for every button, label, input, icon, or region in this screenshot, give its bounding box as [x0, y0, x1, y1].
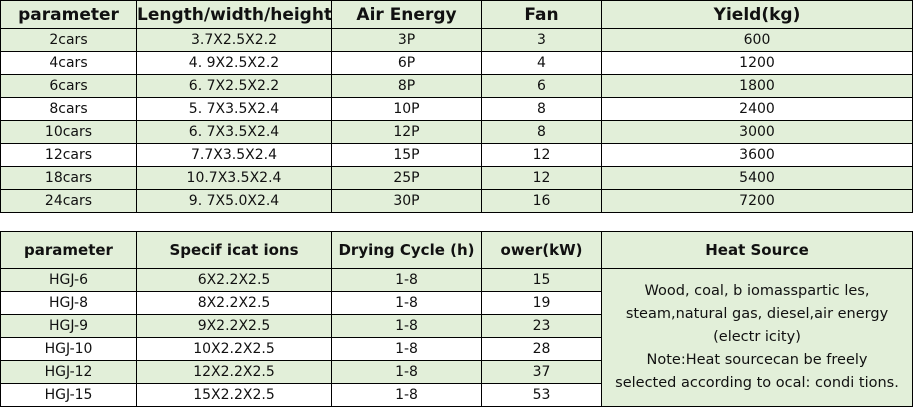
table-header-row: parameter Specif icat ions Drying Cycle … — [0, 231, 913, 269]
table-row: HGJ-15 15X2.2X2.5 1-8 53 — [0, 383, 913, 407]
cell-power: 53 — [481, 383, 602, 407]
cell-yield: 3600 — [601, 143, 913, 167]
cell-parameter: 10cars — [0, 120, 137, 144]
cell-model: HGJ-6 — [0, 268, 137, 292]
table-row: HGJ-8 8X2.2X2.5 1-8 19 — [0, 291, 913, 315]
cell-dimensions: 9. 7X5.0X2.4 — [136, 189, 332, 213]
cell-specifications: 10X2.2X2.5 — [136, 337, 332, 361]
header-air-energy: Air Energy — [331, 0, 482, 29]
cell-drying-cycle: 1-8 — [331, 314, 482, 338]
heat-source-note: selected according to ocal: condi tions. — [615, 375, 899, 391]
header-drying-cycle: Drying Cycle (h) — [331, 231, 482, 269]
cell-fan: 12 — [481, 166, 602, 190]
cell-fan: 12 — [481, 143, 602, 167]
cell-specifications: 15X2.2X2.5 — [136, 383, 332, 407]
cell-yield: 600 — [601, 28, 913, 52]
cell-specifications: 8X2.2X2.5 — [136, 291, 332, 315]
cell-dimensions: 7.7X3.5X2.4 — [136, 143, 332, 167]
header-dimensions: Length/width/height — [136, 0, 332, 29]
cell-air-energy: 12P — [331, 120, 482, 144]
cell-power: 19 — [481, 291, 602, 315]
cell-power: 37 — [481, 360, 602, 384]
table-row: 24cars 9. 7X5.0X2.4 30P 16 7200 — [0, 189, 913, 213]
cell-specifications: 9X2.2X2.5 — [136, 314, 332, 338]
cell-parameter: 6cars — [0, 74, 137, 98]
heat-source-cell: Wood, coal, b iomasspartic les, steam,na… — [601, 268, 913, 407]
heat-source-line: steam,natural gas, diesel,air energy — [625, 306, 889, 322]
table-row: 12cars 7.7X3.5X2.4 15P 12 3600 — [0, 143, 913, 167]
cell-drying-cycle: 1-8 — [331, 268, 482, 292]
cell-dimensions: 6. 7X2.5X2.2 — [136, 74, 332, 98]
cell-model: HGJ-10 — [0, 337, 137, 361]
header-parameter: parameter — [0, 231, 137, 269]
cell-specifications: 6X2.2X2.5 — [136, 268, 332, 292]
cell-power: 15 — [481, 268, 602, 292]
table-row: HGJ-12 12X2.2X2.5 1-8 37 — [0, 360, 913, 384]
header-yield: Yield(kg) — [601, 0, 913, 29]
table-row: 2cars 3.7X2.5X2.2 3P 3 600 — [0, 28, 913, 52]
cell-fan: 16 — [481, 189, 602, 213]
cell-dimensions: 3.7X2.5X2.2 — [136, 28, 332, 52]
cell-drying-cycle: 1-8 — [331, 291, 482, 315]
cell-parameter: 18cars — [0, 166, 137, 190]
cell-air-energy: 15P — [331, 143, 482, 167]
cell-air-energy: 8P — [331, 74, 482, 98]
cell-fan: 3 — [481, 28, 602, 52]
table-row: HGJ-6 6X2.2X2.5 1-8 15 Wood, coal, b iom… — [0, 268, 913, 407]
cell-air-energy: 30P — [331, 189, 482, 213]
table-row: 18cars 10.7X3.5X2.4 25P 12 5400 — [0, 166, 913, 190]
table-row: 6cars 6. 7X2.5X2.2 8P 6 1800 — [0, 74, 913, 98]
heat-source-line: Wood, coal, b iomasspartic les, — [644, 283, 870, 299]
cell-air-energy: 6P — [331, 51, 482, 75]
cell-model: HGJ-12 — [0, 360, 137, 384]
cell-yield: 1800 — [601, 74, 913, 98]
cell-air-energy: 10P — [331, 97, 482, 121]
cell-dimensions: 10.7X3.5X2.4 — [136, 166, 332, 190]
table-row: 10cars 6. 7X3.5X2.4 12P 8 3000 — [0, 120, 913, 144]
table-row: 8cars 5. 7X3.5X2.4 10P 8 2400 — [0, 97, 913, 121]
cell-fan: 6 — [481, 74, 602, 98]
cell-yield: 7200 — [601, 189, 913, 213]
cell-model: HGJ-8 — [0, 291, 137, 315]
cell-model: HGJ-15 — [0, 383, 137, 407]
cell-dimensions: 5. 7X3.5X2.4 — [136, 97, 332, 121]
header-specifications: Specif icat ions — [136, 231, 332, 269]
cell-drying-cycle: 1-8 — [331, 383, 482, 407]
cell-yield: 3000 — [601, 120, 913, 144]
cell-yield: 5400 — [601, 166, 913, 190]
cell-yield: 2400 — [601, 97, 913, 121]
cell-power: 28 — [481, 337, 602, 361]
hgj-model-table: parameter Specif icat ions Drying Cycle … — [0, 231, 913, 407]
heat-source-note: Note:Heat sourcecan be freely — [646, 352, 868, 368]
cell-dimensions: 6. 7X3.5X2.4 — [136, 120, 332, 144]
cell-parameter: 2cars — [0, 28, 137, 52]
heat-source-line: (electr icity) — [713, 329, 801, 345]
cell-parameter: 24cars — [0, 189, 137, 213]
header-power: ower(kW) — [481, 231, 602, 269]
table-row: HGJ-10 10X2.2X2.5 1-8 28 — [0, 337, 913, 361]
cell-specifications: 12X2.2X2.5 — [136, 360, 332, 384]
cell-air-energy: 3P — [331, 28, 482, 52]
cell-fan: 4 — [481, 51, 602, 75]
header-parameter: parameter — [0, 0, 137, 29]
cell-model: HGJ-9 — [0, 314, 137, 338]
cell-power: 23 — [481, 314, 602, 338]
cell-dimensions: 4. 9X2.5X2.2 — [136, 51, 332, 75]
dryer-spec-table: parameter Length/width/height Air Energy… — [0, 0, 913, 213]
cell-fan: 8 — [481, 120, 602, 144]
header-heat-source: Heat Source — [601, 231, 913, 269]
cell-parameter: 4cars — [0, 51, 137, 75]
header-fan: Fan — [481, 0, 602, 29]
cell-air-energy: 25P — [331, 166, 482, 190]
cell-fan: 8 — [481, 97, 602, 121]
cell-drying-cycle: 1-8 — [331, 337, 482, 361]
cell-yield: 1200 — [601, 51, 913, 75]
cell-parameter: 8cars — [0, 97, 137, 121]
table-row: 4cars 4. 9X2.5X2.2 6P 4 1200 — [0, 51, 913, 75]
cell-drying-cycle: 1-8 — [331, 360, 482, 384]
table-header-row: parameter Length/width/height Air Energy… — [0, 0, 913, 29]
cell-parameter: 12cars — [0, 143, 137, 167]
